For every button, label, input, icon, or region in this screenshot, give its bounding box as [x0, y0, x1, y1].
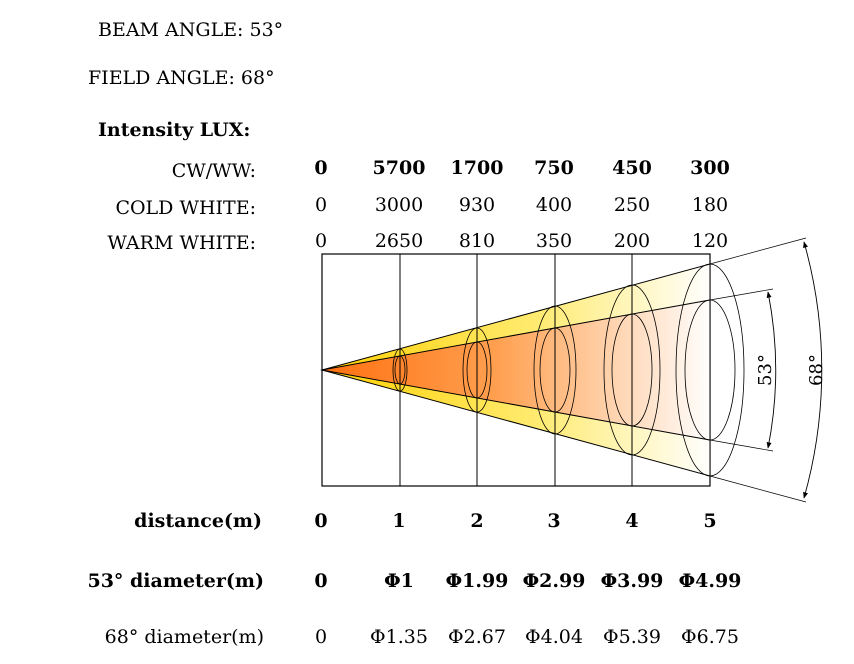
- intensity-title: Intensity LUX:: [98, 119, 251, 141]
- cw-ww-value: 0: [314, 157, 328, 179]
- field-extension-line: [709, 237, 807, 265]
- field-diameter-value: 0: [314, 626, 328, 648]
- cw-ww-value: 450: [612, 157, 652, 179]
- field-angle-arc: [803, 241, 823, 499]
- beam-extension-line: [709, 439, 774, 452]
- row-label-cold-white: COLD WHITE:: [115, 197, 256, 219]
- warm-white-value: 200: [613, 230, 651, 252]
- cw-ww-value: 300: [690, 157, 730, 179]
- field-angle-label: FIELD ANGLE: 68°: [88, 67, 275, 89]
- field-extension-line: [709, 475, 807, 503]
- distance-label: distance(m): [134, 510, 262, 532]
- beam-diameter-value: Φ2.99: [522, 570, 586, 592]
- field-ellipse: [603, 284, 661, 456]
- distance-value: 5: [703, 510, 717, 532]
- cold-white-value: 930: [458, 194, 496, 216]
- cw-ww-value: 750: [534, 157, 574, 179]
- distance-value: 1: [392, 510, 406, 532]
- beam-angle-arc: [766, 291, 777, 449]
- warm-white-value: 350: [535, 230, 573, 252]
- cw-ww-value: 5700: [372, 157, 426, 179]
- beam-ellipse: [394, 355, 406, 385]
- distance-value: 3: [547, 510, 561, 532]
- warm-white-value: 120: [691, 230, 729, 252]
- cold-white-value: 3000: [374, 194, 424, 216]
- field-ellipse: [462, 327, 492, 413]
- field-diameter-label: 68° diameter(m): [104, 626, 264, 648]
- beam-diameter-label: 53° diameter(m): [87, 570, 264, 592]
- row-label-warm-white: WARM WHITE:: [107, 232, 256, 254]
- beam-ellipse: [611, 313, 653, 427]
- cold-white-value: 180: [691, 194, 729, 216]
- beam-diameter-value: Φ4.99: [678, 570, 742, 592]
- field-diameter-value: Φ6.75: [681, 626, 739, 648]
- cw-ww-value: 1700: [450, 157, 504, 179]
- beam-angle-arc-label: 53°: [755, 354, 776, 386]
- field-angle-arc-label: 68°: [806, 354, 827, 386]
- beam-ellipse: [539, 327, 571, 413]
- warm-white-value: 0: [314, 230, 328, 252]
- field-diameter-value: Φ1.35: [370, 626, 428, 648]
- beam-cone: [321, 299, 711, 441]
- distance-value: 0: [314, 510, 328, 532]
- field-ellipse: [392, 348, 408, 392]
- beam-diameter-value: Φ1.99: [445, 570, 509, 592]
- cold-white-value: 400: [535, 194, 573, 216]
- beam-angle-label: BEAM ANGLE: 53°: [98, 19, 284, 41]
- distance-value: 4: [625, 510, 639, 532]
- warm-white-value: 810: [458, 230, 496, 252]
- warm-white-value: 2650: [374, 230, 424, 252]
- beam-ellipse: [466, 341, 488, 399]
- field-diameter-value: Φ2.67: [448, 626, 506, 648]
- distance-value: 2: [470, 510, 484, 532]
- beam-diameter-value: Φ1: [384, 570, 414, 592]
- field-diameter-value: Φ5.39: [603, 626, 661, 648]
- beam-extension-line: [709, 288, 774, 301]
- field-ellipse: [533, 305, 577, 435]
- beam-diameter-value: Φ3.99: [600, 570, 664, 592]
- row-label-cw-ww: CW/WW:: [171, 160, 256, 182]
- field-diameter-value: Φ4.04: [525, 626, 583, 648]
- cold-white-value: 250: [613, 194, 651, 216]
- cold-white-value: 0: [314, 194, 328, 216]
- beam-diameter-value: 0: [314, 570, 328, 592]
